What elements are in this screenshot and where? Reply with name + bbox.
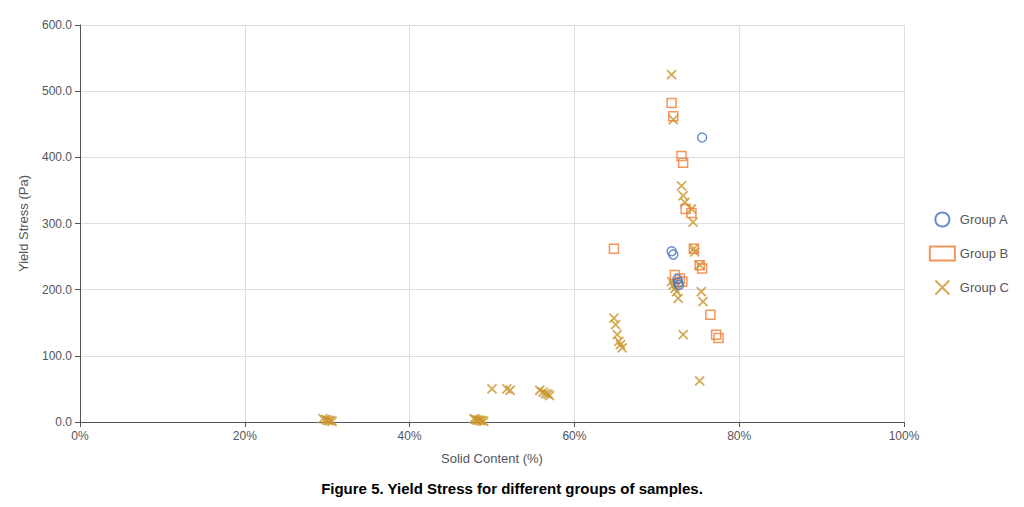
svg-text:200.0: 200.0	[42, 283, 72, 297]
svg-text:Figure 5. Yield Stress for dif: Figure 5. Yield Stress for different gro…	[321, 480, 703, 497]
svg-text:0.0: 0.0	[55, 415, 72, 429]
svg-text:500.0: 500.0	[42, 84, 72, 98]
svg-text:0%: 0%	[71, 429, 89, 443]
svg-text:80%: 80%	[727, 429, 751, 443]
svg-text:Group C: Group C	[960, 280, 1009, 295]
svg-text:400.0: 400.0	[42, 150, 72, 164]
svg-text:100.0: 100.0	[42, 349, 72, 363]
svg-text:Solid Content (%): Solid Content (%)	[441, 451, 543, 466]
svg-text:20%: 20%	[233, 429, 257, 443]
svg-text:100%: 100%	[889, 429, 920, 443]
svg-text:Group B: Group B	[960, 246, 1008, 261]
svg-text:600.0: 600.0	[42, 18, 72, 32]
svg-text:300.0: 300.0	[42, 217, 72, 231]
svg-text:Group A: Group A	[960, 212, 1008, 227]
svg-text:40%: 40%	[398, 429, 422, 443]
svg-text:60%: 60%	[562, 429, 586, 443]
svg-text:Yield Stress (Pa): Yield Stress (Pa)	[16, 175, 31, 272]
